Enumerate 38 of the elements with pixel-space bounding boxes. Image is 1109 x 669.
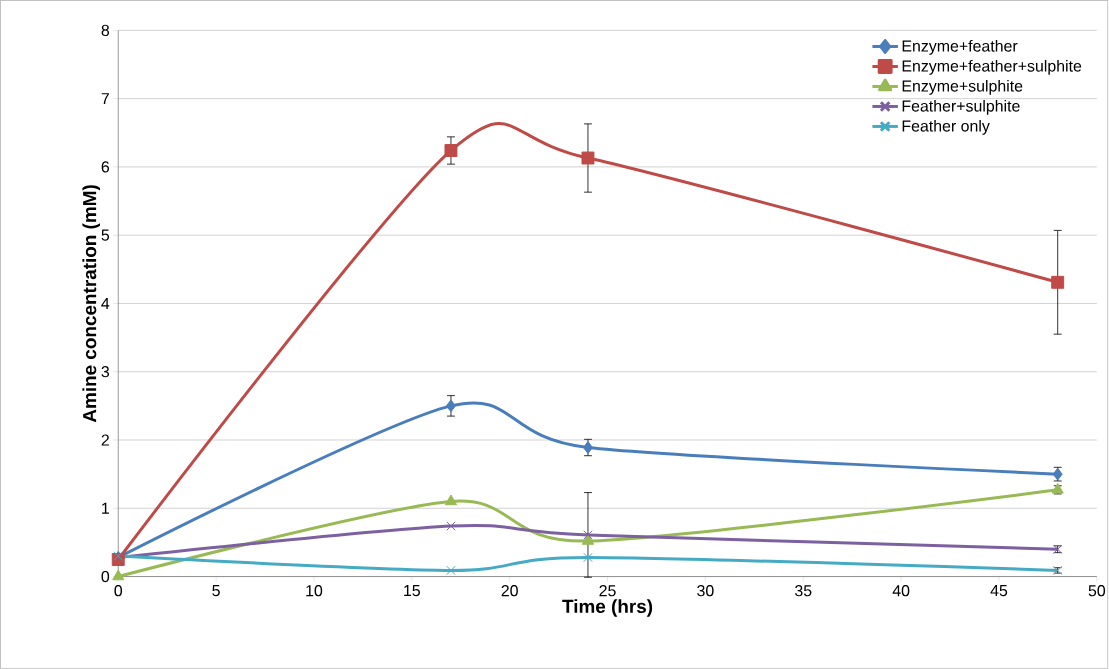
x-tick-label: 15 [404,585,420,597]
y-tick-label: 2 [101,434,109,446]
x-tick-label: 35 [795,585,812,597]
legend-label: Enzyme+feather+sulphite [902,60,1082,75]
x-tick-label: 50 [1088,585,1106,597]
point [444,494,458,506]
x-axis-title: Time (hrs) [562,599,653,617]
point [583,530,593,540]
point [581,534,595,545]
y-tick-label: 3 [101,366,110,378]
point [583,552,593,563]
y-tick-label: 5 [101,229,110,241]
y-axis-title: Amine concentration (mM) [82,185,101,423]
x-tick-label: 40 [892,585,910,597]
point [112,569,125,581]
legend-label: Enzyme+sulphite [902,80,1023,95]
y-tick-label: 6 [101,161,110,173]
x-tick-label: 30 [697,585,714,597]
y-tick-label: 0 [101,571,110,583]
y-tick-label: 1 [102,502,109,514]
x-tick-label: 45 [990,585,1008,597]
point [581,151,595,165]
y-tick-label: 8 [101,24,110,37]
point [1051,275,1065,289]
legend-label: Feather only [902,120,990,135]
point [445,399,456,413]
y-tick-label: 7 [101,93,109,105]
x-tick-label: 25 [599,585,616,597]
point [446,521,456,531]
point [444,144,458,158]
x-tick-label: 5 [212,585,220,597]
x-tick-label: 0 [114,585,123,597]
legend-label: Enzyme+feather [902,40,1018,55]
point [446,565,456,576]
y-tick-label: 4 [101,298,110,310]
x-tick-label: 20 [501,585,518,597]
legend-label: Feather+sulphite [902,100,1020,115]
x-tick-label: 10 [306,585,323,597]
